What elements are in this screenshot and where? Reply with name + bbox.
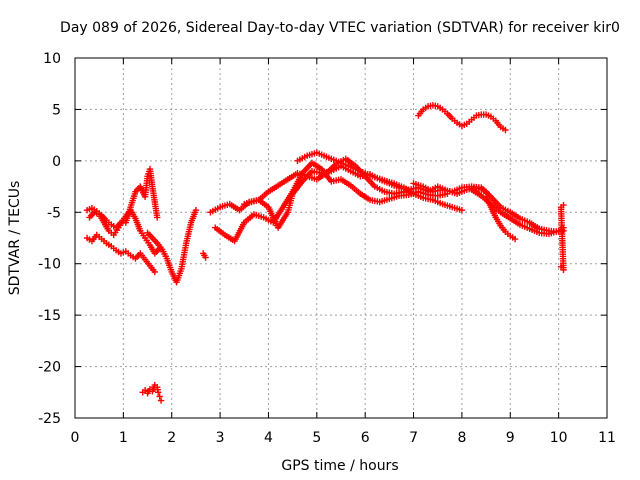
series-outlier-cluster — [139, 381, 165, 404]
plot-frame — [74, 57, 608, 419]
x-tick-label: 2 — [167, 430, 176, 446]
y-tick-label: -20 — [38, 360, 61, 376]
data-point — [560, 224, 567, 231]
grid — [75, 58, 607, 418]
y-tick-label: 10 — [43, 51, 61, 67]
x-tick-label: 4 — [264, 430, 273, 446]
x-tick-label: 9 — [506, 430, 515, 446]
series-evening-3 — [482, 193, 519, 243]
data-point — [502, 126, 509, 134]
x-tick-label: 10 — [550, 430, 568, 446]
x-tick-label: 11 — [598, 430, 616, 446]
x-tick-label: 1 — [119, 430, 128, 446]
y-axis-label: SDTVAR / TECUs — [7, 181, 23, 296]
data-marks — [83, 102, 567, 404]
y-tick-label: -5 — [47, 205, 61, 221]
y-tick-label: -15 — [38, 308, 61, 324]
series-track-b — [83, 231, 158, 276]
series-midday-2 — [212, 159, 451, 245]
x-tick-label: 7 — [409, 430, 418, 446]
axis-ticks: 0 1 2 3 4 5 6 7 8 9 10 11 10 5 0 -5 -10 -15 -20 -25 — [38, 51, 616, 446]
data-point — [154, 389, 162, 396]
x-tick-label: 0 — [71, 430, 80, 446]
x-tick-label: 3 — [216, 430, 225, 446]
data-point — [151, 268, 158, 276]
series-spike — [122, 165, 161, 226]
data-point — [192, 207, 200, 214]
data-point — [458, 207, 466, 214]
y-tick-label: 0 — [52, 154, 61, 170]
data-point — [154, 214, 161, 221]
series-track-c — [86, 209, 132, 239]
series-drop — [144, 207, 200, 286]
x-axis-label: GPS time / hours — [281, 458, 398, 474]
chart-title: Day 089 of 2026, Sidereal Day-to-day VTE… — [60, 20, 620, 36]
series-upper-arc — [415, 102, 509, 134]
data-point — [202, 254, 209, 261]
data-point — [156, 393, 163, 400]
data-point — [560, 201, 567, 209]
y-tick-label: -25 — [38, 411, 61, 427]
series-midday-4 — [294, 149, 466, 214]
x-tick-label: 8 — [457, 430, 466, 446]
y-tick-label: 5 — [52, 102, 61, 118]
x-tick-label: 6 — [361, 430, 370, 446]
x-tick-label: 5 — [312, 430, 321, 446]
y-tick-label: -10 — [38, 257, 61, 273]
data-point — [511, 235, 519, 243]
data-point — [157, 397, 165, 404]
